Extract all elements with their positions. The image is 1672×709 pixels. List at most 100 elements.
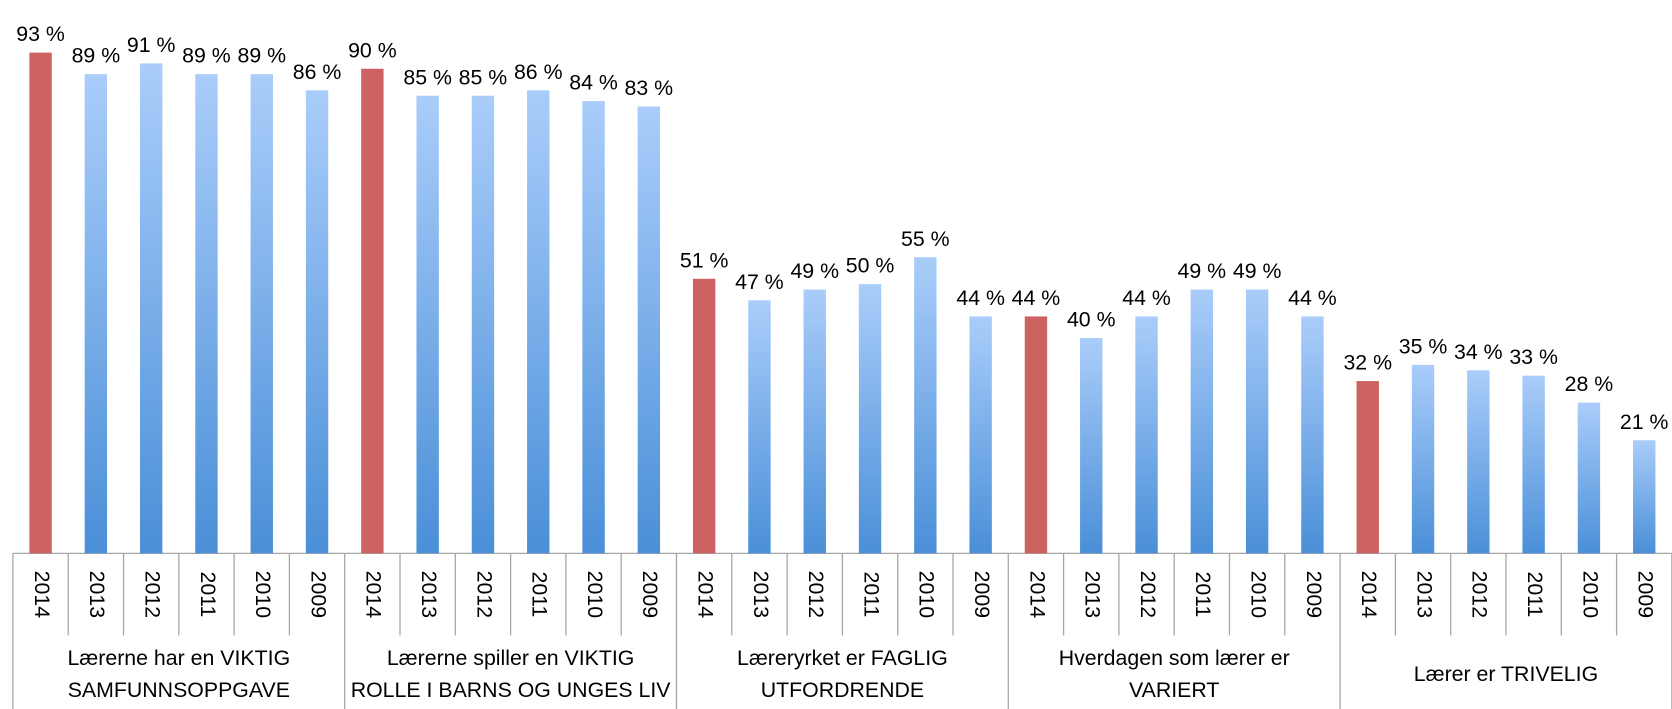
bar [1356,381,1379,554]
value-label: 85 % [403,65,452,89]
x-tick-label: 2013 [1081,571,1105,618]
value-label: 44 % [956,286,1005,310]
value-label: 89 % [237,44,286,68]
value-label: 28 % [1565,372,1614,396]
value-label: 21 % [1620,410,1669,434]
x-tick-label: 2010 [1578,571,1602,619]
value-label: 93 % [16,22,65,46]
x-tick-label: 2011 [1523,571,1547,617]
value-label: 32 % [1343,351,1392,375]
x-tick-label: 2009 [306,571,330,618]
bar [692,278,716,554]
group-label: Lærerne spiller en VIKTIG [387,646,635,670]
x-tick-label: 2011 [528,571,552,617]
x-tick-label: 2011 [1191,571,1215,617]
group-label: ROLLE I BARNS OG UNGES LIV [351,678,672,702]
bar [84,74,108,554]
value-label: 49 % [1178,259,1227,283]
value-label: 91 % [127,33,176,57]
bar [1024,316,1048,554]
bar [858,284,882,554]
bar [250,74,273,554]
x-tick-label: 2013 [749,571,773,618]
bar [969,316,992,554]
bar [637,106,661,554]
bar [1522,375,1545,554]
value-label: 86 % [293,60,342,84]
x-tick-label: 2012 [1468,571,1492,618]
x-tick-label: 2010 [915,571,939,619]
value-label: 89 % [72,44,121,68]
value-label: 47 % [735,270,784,294]
x-tick-label: 2013 [1412,571,1436,618]
x-tick-label: 2011 [859,571,883,617]
x-tick-label: 2012 [141,571,165,618]
x-tick-label: 2012 [472,571,496,618]
bar [361,68,384,554]
value-label: 44 % [1012,286,1061,310]
bar [1411,364,1435,554]
x-tick-label: 2010 [251,571,275,619]
value-label: 84 % [569,71,618,95]
bar [582,101,605,554]
bar [803,289,826,554]
bar [1190,289,1214,554]
value-label: 90 % [348,38,397,62]
group-label: VARIERT [1129,678,1219,702]
bar [195,74,218,554]
value-label: 44 % [1122,286,1171,310]
value-label: 34 % [1454,340,1503,364]
x-tick-label: 2014 [362,571,386,619]
x-tick-label: 2012 [1136,571,1160,618]
x-tick-label: 2014 [694,571,718,619]
group-label: Lærer er TRIVELIG [1414,662,1598,686]
x-tick-label: 2011 [196,571,220,617]
value-label: 89 % [182,44,231,68]
bar [527,90,550,554]
bar [748,300,771,554]
x-tick-label: 2009 [1634,571,1658,618]
group-label: UTFORDRENDE [761,678,924,702]
bar [139,63,163,554]
value-label: 83 % [625,76,674,100]
bar [1301,316,1324,554]
value-label: 44 % [1288,286,1337,310]
value-label: 86 % [514,60,563,84]
bar [471,95,495,554]
bar [1577,402,1601,554]
value-label: 49 % [1233,259,1282,283]
x-tick-label: 2012 [804,571,828,618]
x-tick-label: 2014 [30,571,54,619]
x-tick-label: 2010 [1247,571,1271,619]
x-tick-label: 2013 [417,571,441,618]
value-label: 33 % [1509,345,1558,369]
value-label: 40 % [1067,308,1116,332]
group-label: Lærerne har en VIKTIG [67,646,290,670]
group-label: Hverdagen som lærer er [1059,646,1290,670]
value-label: 51 % [680,248,729,272]
x-tick-label: 2013 [85,571,109,618]
bar [1467,370,1490,554]
bar [1080,337,1103,554]
bar [1633,440,1656,554]
x-tick-label: 2014 [1025,571,1049,619]
value-label: 35 % [1399,334,1448,358]
value-label: 55 % [901,227,950,251]
bar [29,52,52,554]
bar [914,257,937,554]
x-tick-label: 2010 [583,571,607,619]
bar [305,90,329,554]
x-tick-label: 2014 [1357,571,1381,619]
group-label: Læreryrket er FAGLIG [737,646,948,670]
value-label: 50 % [846,254,895,278]
group-label: SAMFUNNSOPPGAVE [68,678,290,702]
value-label: 85 % [459,65,508,89]
x-tick-label: 2009 [638,571,662,618]
bar [1135,316,1158,554]
bar [416,95,439,554]
x-tick-label: 2009 [1302,571,1326,618]
value-label: 49 % [790,259,839,283]
x-tick-label: 2009 [970,571,994,618]
